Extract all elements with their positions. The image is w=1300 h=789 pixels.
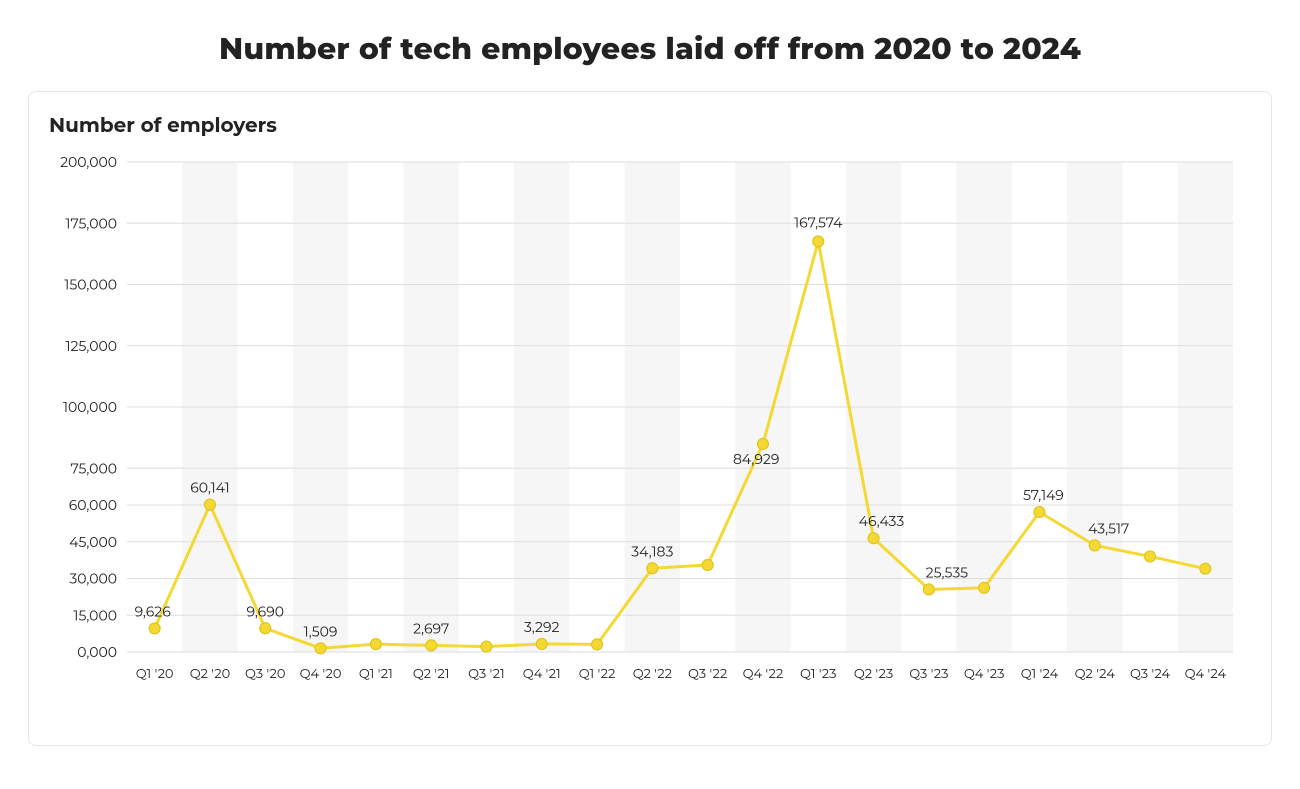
- data-point: [426, 640, 437, 651]
- x-tick-label: Q4 '22: [743, 666, 784, 682]
- data-point: [481, 641, 492, 652]
- data-point: [757, 438, 768, 449]
- data-label: 57,149: [1023, 486, 1064, 504]
- x-tick-label: Q2 '20: [190, 666, 230, 682]
- page: Number of tech employees laid off from 2…: [0, 0, 1300, 789]
- data-point: [923, 584, 934, 595]
- y-tick-label: 0,000: [77, 643, 117, 661]
- data-point: [149, 623, 160, 634]
- data-label: 84,929: [733, 450, 779, 468]
- x-tick-label: Q3 '20: [245, 666, 285, 682]
- y-tick-label: 30,000: [69, 570, 117, 588]
- data-label: 1,509: [304, 622, 338, 640]
- data-label: 3,292: [524, 618, 559, 636]
- data-label: 2,697: [413, 619, 449, 637]
- x-tick-label: Q2 '23: [854, 666, 893, 682]
- x-tick-label: Q1 '24: [1021, 666, 1059, 682]
- data-label: 9,626: [135, 602, 172, 620]
- x-tick-label: Q1 '22: [579, 666, 616, 682]
- data-point: [536, 638, 547, 649]
- x-tick-label: Q1 '23: [800, 666, 837, 682]
- data-point: [204, 499, 215, 510]
- y-tick-label: 200,000: [60, 153, 117, 171]
- y-tick-label: 150,000: [64, 276, 117, 294]
- data-label: 43,517: [1088, 519, 1129, 537]
- x-tick-label: Q4 '21: [523, 666, 561, 682]
- data-label: 9,690: [246, 602, 284, 620]
- chart-title: Number of tech employees laid off from 2…: [28, 30, 1272, 67]
- data-point: [1200, 563, 1211, 574]
- data-point: [1034, 506, 1045, 517]
- x-tick-label: Q2 '24: [1075, 666, 1116, 682]
- x-tick-label: Q1 '21: [359, 666, 393, 682]
- y-axis-title: Number of employers: [49, 114, 1255, 138]
- data-point: [702, 560, 713, 571]
- data-point: [979, 582, 990, 593]
- x-tick-label: Q4 '20: [300, 666, 342, 682]
- data-label: 60,141: [190, 479, 229, 497]
- data-point: [1145, 551, 1156, 562]
- data-point: [1089, 540, 1100, 551]
- x-tick-label: Q4 '23: [964, 666, 1005, 682]
- x-tick-label: Q1 '20: [136, 666, 174, 682]
- x-tick-label: Q4 '24: [1185, 666, 1227, 682]
- y-tick-label: 15,000: [73, 606, 117, 624]
- x-tick-label: Q2 '22: [633, 666, 672, 682]
- y-tick-label: 125,000: [65, 337, 117, 355]
- data-label: 46,433: [859, 512, 905, 530]
- data-point: [868, 533, 879, 544]
- data-point: [370, 639, 381, 650]
- x-tick-label: Q3 '22: [688, 666, 727, 682]
- data-label: 25,535: [926, 563, 968, 581]
- data-point: [813, 236, 824, 247]
- x-tick-label: Q3 '21: [468, 666, 505, 682]
- data-point: [260, 623, 271, 634]
- chart-card: Number of employers 0,000 15,000 30,000 45,…: [28, 91, 1272, 746]
- y-tick-label: 45,000: [69, 533, 117, 551]
- data-point: [592, 639, 603, 650]
- data-label: 34,183: [631, 542, 673, 560]
- y-tick-label: 100,000: [63, 398, 117, 416]
- x-tick-label: Q3 '23: [909, 666, 948, 682]
- data-point: [315, 643, 326, 654]
- data-point: [647, 563, 658, 574]
- data-label: 167,574: [794, 213, 843, 231]
- line-chart: 0,000 15,000 30,000 45,000 60,000 75,000 100,0…: [45, 144, 1245, 700]
- x-ticks: Q1 '20 Q2 '20 Q3 '20 Q4 '20 Q1 '21 Q2 '21 Q3 '…: [136, 666, 1227, 682]
- chart-area: 0,000 15,000 30,000 45,000 60,000 75,000 100,0…: [45, 144, 1255, 704]
- y-tick-label: 75,000: [70, 459, 117, 477]
- y-tick-label: 60,000: [69, 496, 117, 514]
- x-tick-label: Q3 '24: [1130, 666, 1171, 682]
- x-tick-label: Q2 '21: [413, 666, 450, 682]
- y-tick-label: 175,000: [65, 214, 117, 232]
